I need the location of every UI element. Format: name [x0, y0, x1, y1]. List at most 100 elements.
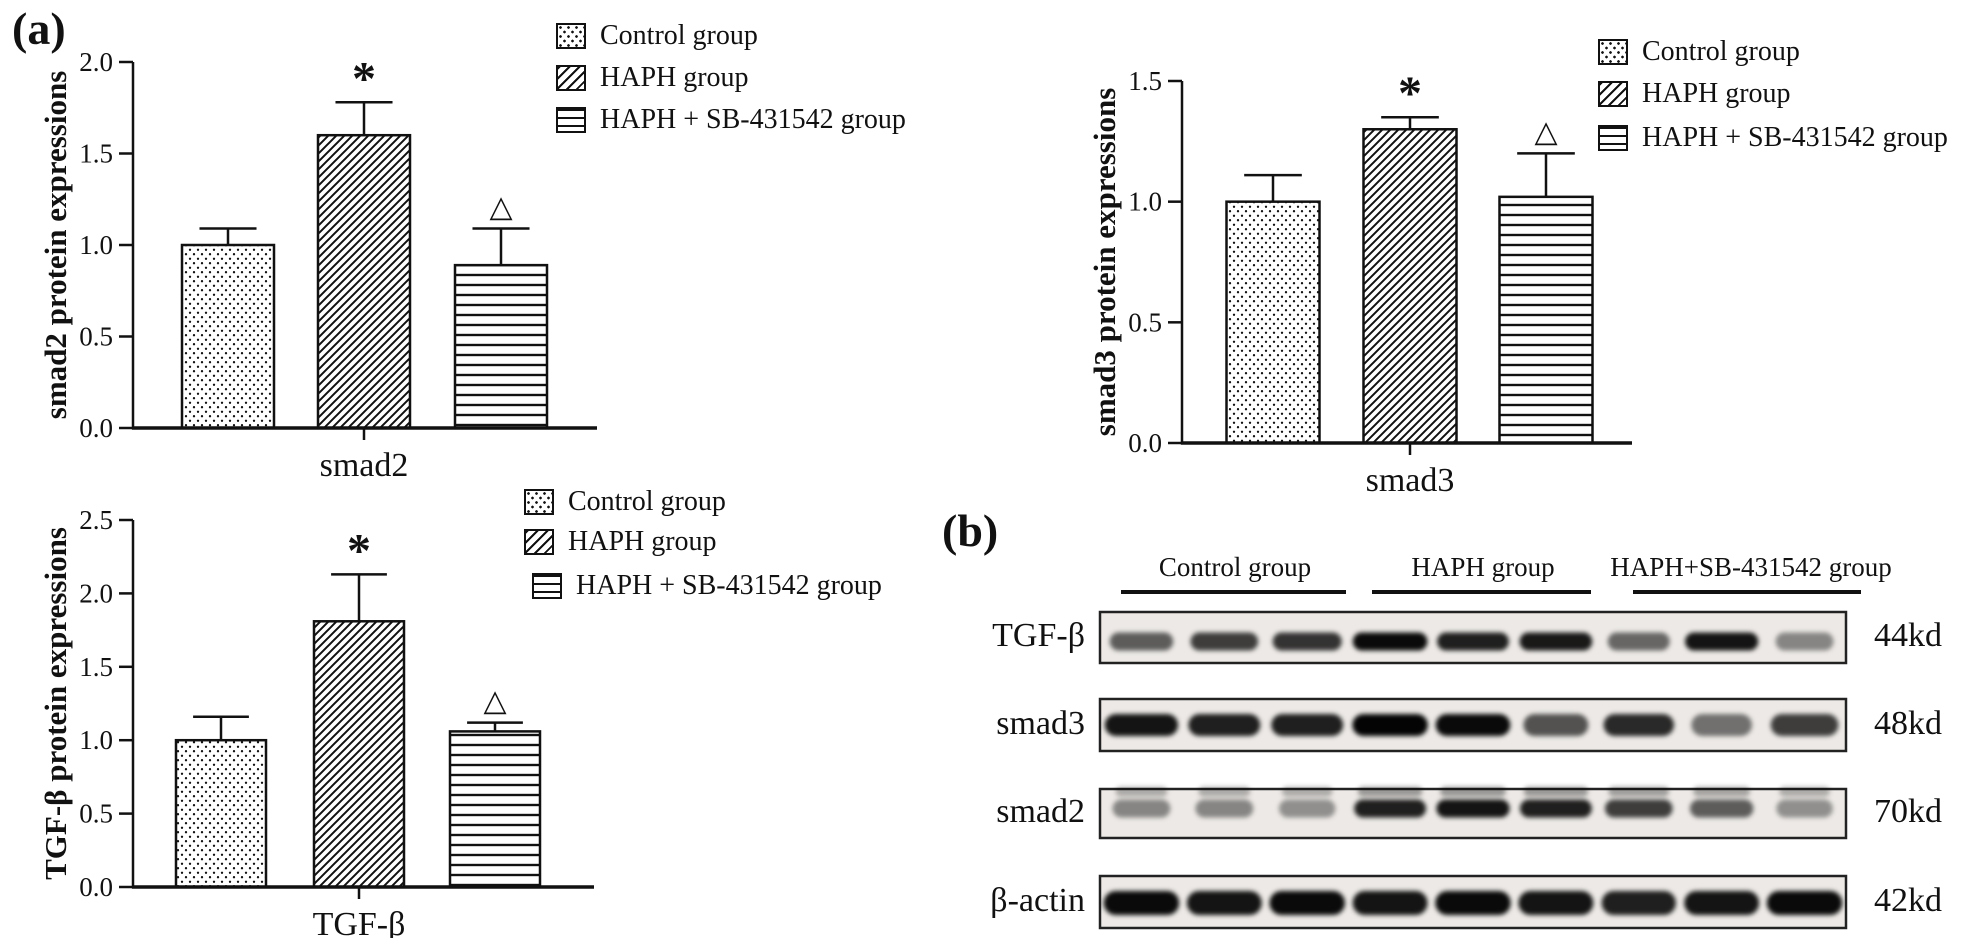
bar-control-group	[180, 243, 276, 430]
blot-band	[1607, 632, 1670, 651]
legend-swatch-hlines-icon	[556, 107, 586, 133]
blot-band-doublet	[1693, 786, 1751, 797]
blot-weight-label-48kd: 48kd	[1874, 705, 1942, 742]
legend-item-control: Control group	[1598, 36, 1800, 68]
blot-band	[1352, 714, 1428, 736]
y-tick-label: 0.0	[79, 872, 113, 902]
bar-haph-group	[1362, 128, 1458, 445]
bar-haph-sb-431542-group	[1498, 195, 1594, 445]
error-bar-haph-group	[331, 573, 387, 622]
y-tick-label: 1.5	[79, 139, 113, 169]
blot-strip-actin	[1098, 874, 1848, 930]
y-tick-label: 1.5	[79, 652, 113, 682]
legend-item-label: HAPH group	[600, 62, 749, 93]
blot-band	[1435, 891, 1511, 915]
blot-band	[1272, 632, 1342, 651]
error-bar-control-group	[199, 227, 257, 245]
y-tick-label: 1.0	[79, 230, 113, 260]
error-bar-haph-group	[335, 101, 393, 136]
blot-band-doublet	[1198, 786, 1251, 797]
blot-row-label-tgf-beta: TGF-β	[992, 617, 1085, 654]
legend-item-label: Control group	[1642, 36, 1800, 67]
legend-item-control: Control group	[556, 20, 758, 52]
legend-swatch-hlines-icon	[532, 573, 562, 599]
blot-band	[1775, 632, 1834, 651]
legend-item-label: HAPH + SB-431542 group	[1642, 122, 1948, 153]
blot-band	[1436, 799, 1510, 818]
blot-weight-label-44kd: 44kd	[1874, 617, 1942, 654]
blot-band	[1603, 714, 1674, 736]
panel-b-label: (b)	[942, 505, 999, 556]
blot-band	[1109, 632, 1174, 651]
legend-item-haph-sb: HAPH + SB-431542 group	[1598, 122, 1948, 154]
blot-band	[1766, 891, 1843, 915]
x-axis-label: smad3	[1366, 462, 1455, 499]
significance-triangle: △	[489, 190, 512, 225]
blot-band	[1435, 714, 1511, 736]
y-tick-label: 1.0	[79, 725, 113, 755]
blot-band	[1269, 891, 1345, 915]
blot-band	[1519, 632, 1593, 651]
blot-band	[1601, 891, 1676, 915]
legend-swatch-diagonal-icon	[524, 529, 554, 555]
blot-band	[1271, 714, 1344, 736]
blot-band	[1186, 891, 1262, 915]
blot-band	[1352, 891, 1428, 915]
blot-band-doublet	[1281, 786, 1333, 797]
error-bar-haph-sb-431542-group	[467, 721, 523, 732]
legend-item-haph: HAPH group	[1598, 78, 1791, 110]
x-axis-label: smad2	[320, 447, 409, 484]
legend-item-control: Control group	[524, 486, 726, 518]
axes	[1180, 81, 1632, 445]
legend-item-haph-sb: HAPH + SB-431542 group	[532, 570, 882, 602]
significance-triangle: △	[483, 684, 506, 719]
legend-item-label: Control group	[600, 20, 758, 51]
y-tick-label: 1.5	[1128, 66, 1162, 96]
blot-band	[1776, 799, 1833, 818]
legend-item-label: HAPH + SB-431542 group	[576, 570, 882, 601]
blot-band	[1354, 799, 1427, 818]
error-bar-haph-group	[1381, 115, 1439, 130]
blot-weight-label-70kd: 70kd	[1874, 793, 1942, 830]
significance-asterisk: *	[347, 524, 371, 577]
y-axis-title: TGF-β protein expressions	[38, 527, 73, 880]
error-bar-haph-sb-431542-group	[1517, 152, 1575, 197]
blot-band	[1188, 714, 1261, 736]
legend-item-haph-sb: HAPH + SB-431542 group	[556, 104, 906, 136]
y-tick-label: 0.5	[79, 799, 113, 829]
legend-item-haph: HAPH group	[556, 62, 749, 94]
legend-swatch-diagonal-icon	[1598, 81, 1628, 107]
blot-band-doublet	[1115, 786, 1168, 797]
blot-band	[1685, 632, 1759, 651]
bar-haph-group	[316, 133, 412, 430]
y-tick-label: 2.0	[79, 47, 113, 77]
blot-band	[1518, 891, 1594, 915]
legend-swatch-dots-icon	[1598, 39, 1628, 65]
bar-control-group	[1225, 200, 1321, 445]
blot-band-doublet	[1523, 786, 1589, 797]
blot-band	[1437, 632, 1509, 651]
blot-strip-tgf	[1098, 610, 1848, 665]
blot-row-label-smad3: smad3	[996, 705, 1085, 742]
significance-asterisk: *	[1398, 67, 1422, 120]
blot-band	[1604, 799, 1673, 818]
x-axis-label: TGF-β	[313, 906, 406, 938]
significance-triangle: △	[1534, 114, 1557, 149]
blot-band-doublet	[1440, 786, 1506, 797]
y-tick-label: 2.0	[79, 578, 113, 608]
blot-strip-smad3	[1098, 697, 1848, 753]
blot-band	[1519, 799, 1592, 818]
blot-band	[1103, 891, 1180, 915]
blot-band	[1523, 714, 1589, 736]
panel-a-label: (a)	[12, 3, 66, 54]
blot-band	[1684, 891, 1760, 915]
axes	[131, 520, 594, 889]
y-axis-title: smad3 protein expressions	[1087, 88, 1122, 437]
blot-band	[1195, 799, 1254, 818]
legend-swatch-dots-icon	[524, 489, 554, 515]
y-tick-label: 0.5	[1128, 307, 1162, 337]
blot-band-doublet	[1608, 786, 1670, 797]
blot-group-header-haph: HAPH group	[1411, 552, 1555, 582]
legend-item-label: HAPH group	[568, 526, 717, 557]
